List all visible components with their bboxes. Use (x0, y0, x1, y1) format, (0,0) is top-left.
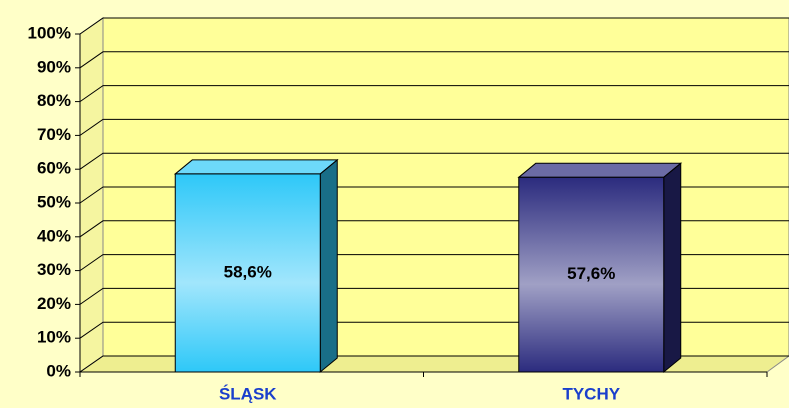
data-label: 58,6% (224, 262, 272, 281)
y-tick-label: 90% (37, 57, 71, 76)
grid-line (79, 85, 789, 103)
data-label: 57,6% (567, 264, 615, 283)
bar (174, 173, 321, 373)
y-tick-label: 100% (28, 23, 71, 42)
y-tick-label: 60% (37, 159, 71, 178)
y-tick-label: 50% (37, 192, 71, 211)
y-tick-label: 80% (37, 91, 71, 110)
y-tick-label: 40% (37, 226, 71, 245)
bar-side (663, 162, 682, 374)
bar (518, 176, 665, 373)
bar-top (517, 162, 683, 178)
y-tick-label: 30% (37, 260, 71, 279)
bar-top (173, 159, 339, 175)
grid-line (79, 152, 789, 170)
y-tick-label: 70% (37, 125, 71, 144)
y-tick-label: 10% (37, 328, 71, 347)
bar-side (319, 158, 338, 374)
x-tick-label: ŚLĄSK (219, 384, 277, 403)
grid-line (79, 17, 789, 35)
y-tick-label: 20% (37, 294, 71, 313)
y-tick-label: 0% (46, 361, 71, 380)
grid-line (79, 118, 789, 136)
x-tick-label: TYCHY (562, 384, 620, 403)
grid-line (79, 51, 789, 69)
